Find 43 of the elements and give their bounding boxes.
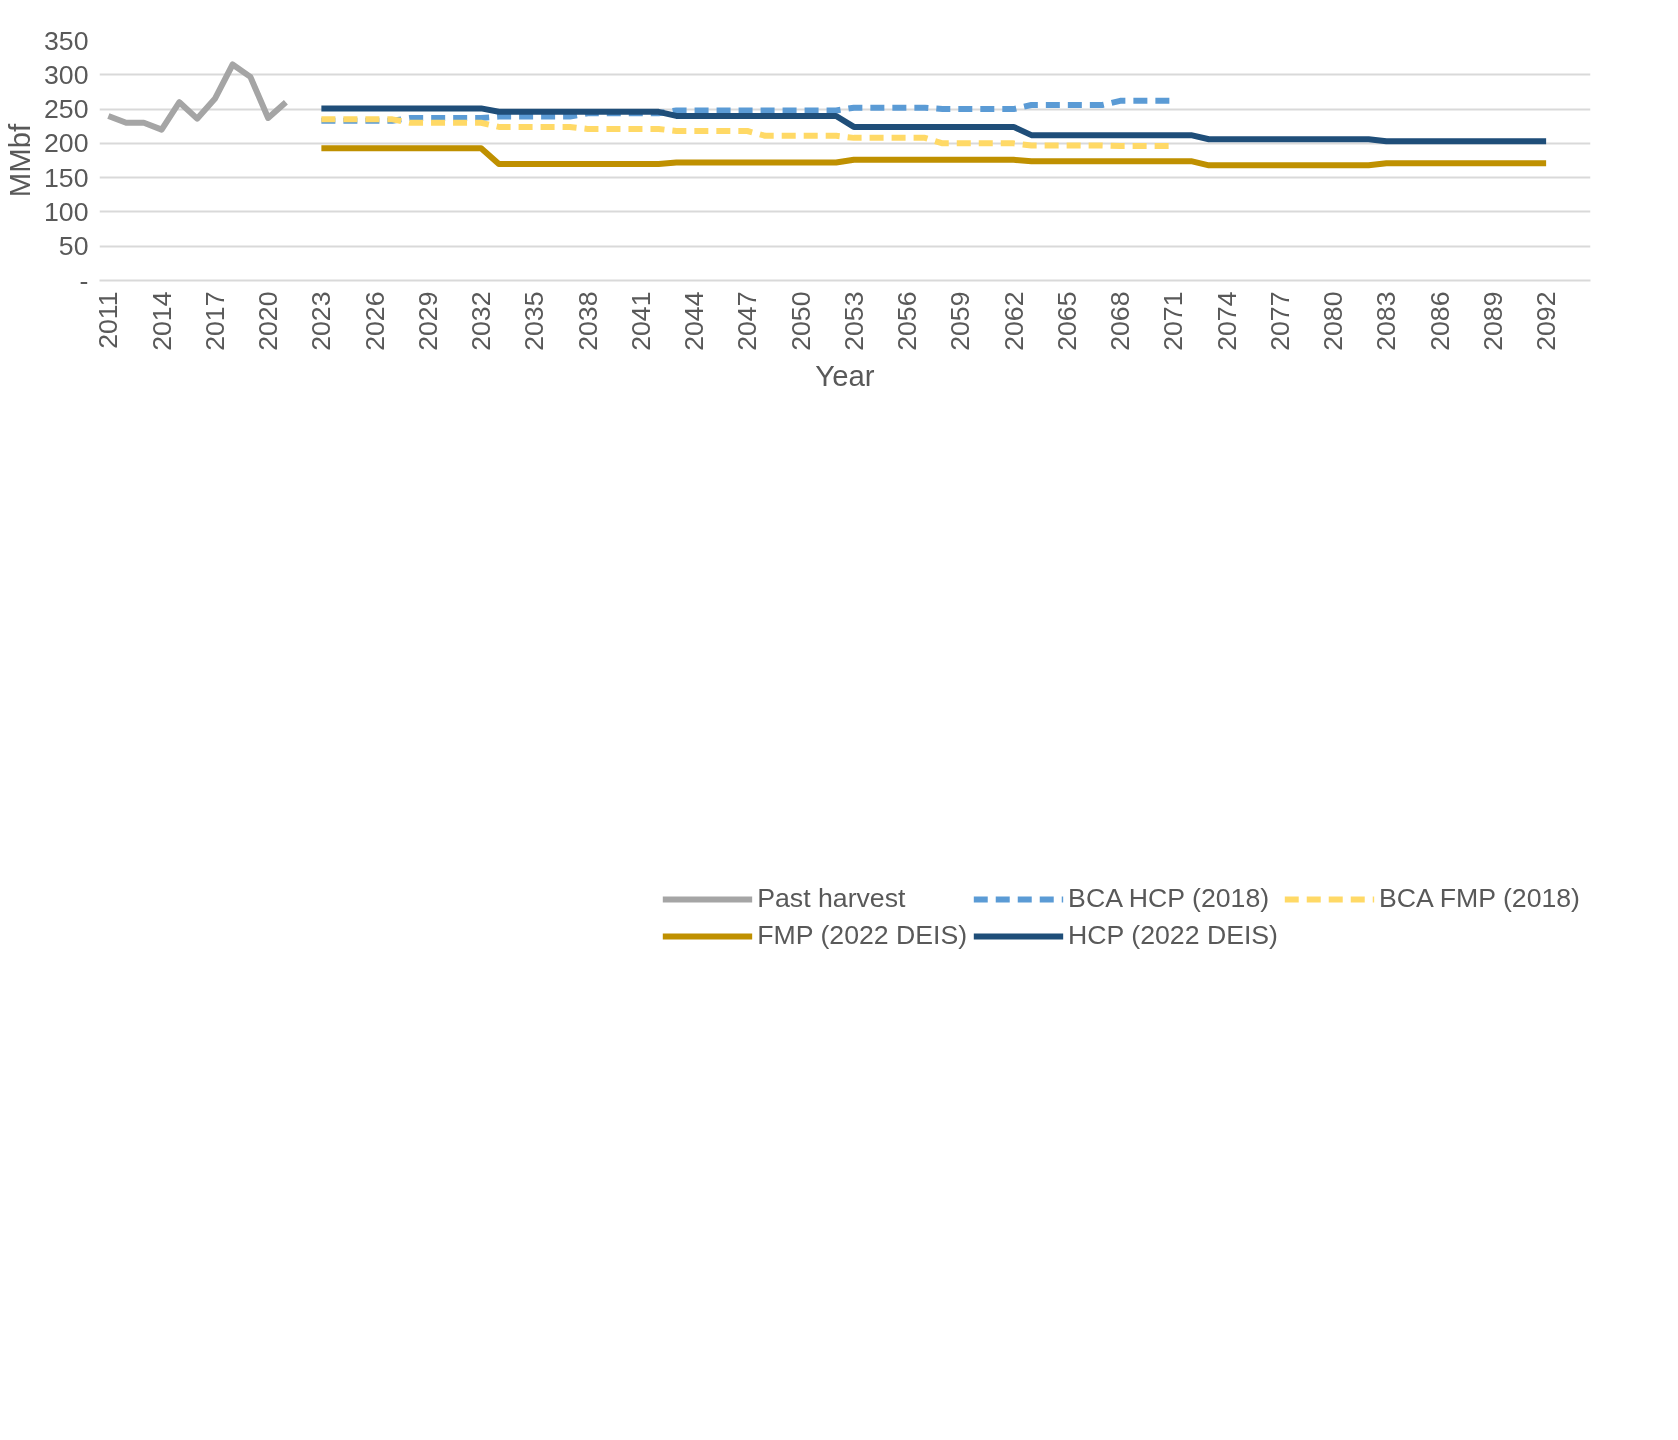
legend-label: BCA HCP (2018) (1068, 883, 1270, 914)
x-tick-label: 2026 (359, 291, 390, 351)
x-tick-label: 2017 (199, 291, 230, 351)
x-tick-label: 2065 (1051, 291, 1082, 351)
x-tick-label: 2029 (412, 291, 443, 351)
y-tick-label: 100 (44, 196, 89, 227)
y-tick-label: 150 (44, 162, 89, 193)
x-axis-title: Year (815, 358, 875, 392)
legend-label: FMP (2022 DEIS) (757, 920, 968, 951)
x-tick-label: 2059 (945, 291, 976, 351)
x-tick-label: 2092 (1531, 291, 1562, 351)
y-tick-label: 350 (44, 25, 89, 56)
x-tick-label: 2062 (998, 291, 1029, 351)
x-tick-label: 2068 (1105, 291, 1136, 351)
y-tick-label: 200 (44, 128, 89, 159)
x-tick-label: 2080 (1318, 291, 1349, 351)
y-axis-title: MMbf (3, 122, 37, 198)
legend-label: HCP (2022 DEIS) (1068, 920, 1278, 951)
y-tick-label: 300 (44, 59, 89, 90)
x-tick-label: 2020 (253, 291, 284, 351)
x-tick-label: 2032 (466, 291, 497, 351)
x-tick-label: 2086 (1424, 291, 1455, 351)
x-tick-label: 2074 (1211, 291, 1242, 351)
y-tick-label: 50 (58, 231, 89, 262)
x-tick-label: 2044 (679, 291, 710, 351)
x-tick-label: 2041 (625, 291, 656, 351)
x-tick-label: 2035 (519, 291, 550, 351)
y-tick-label: - (79, 265, 89, 296)
x-tick-label: 2053 (838, 291, 869, 351)
x-tick-label: 2050 (785, 291, 816, 351)
x-tick-label: 2014 (146, 291, 177, 351)
legend-label: BCA FMP (2018) (1379, 883, 1580, 914)
x-tick-label: 2047 (732, 291, 763, 351)
x-tick-label: 2077 (1264, 291, 1295, 351)
y-tick-label: 250 (44, 94, 89, 125)
x-tick-label: 2011 (93, 291, 124, 349)
x-tick-label: 2023 (306, 291, 337, 351)
x-tick-label: 2056 (892, 291, 923, 351)
legend-label: Past harvest (757, 883, 906, 914)
x-tick-label: 2083 (1371, 291, 1402, 351)
x-tick-label: 2089 (1477, 291, 1508, 351)
x-tick-label: 2071 (1158, 291, 1189, 351)
x-tick-label: 2038 (572, 291, 603, 351)
